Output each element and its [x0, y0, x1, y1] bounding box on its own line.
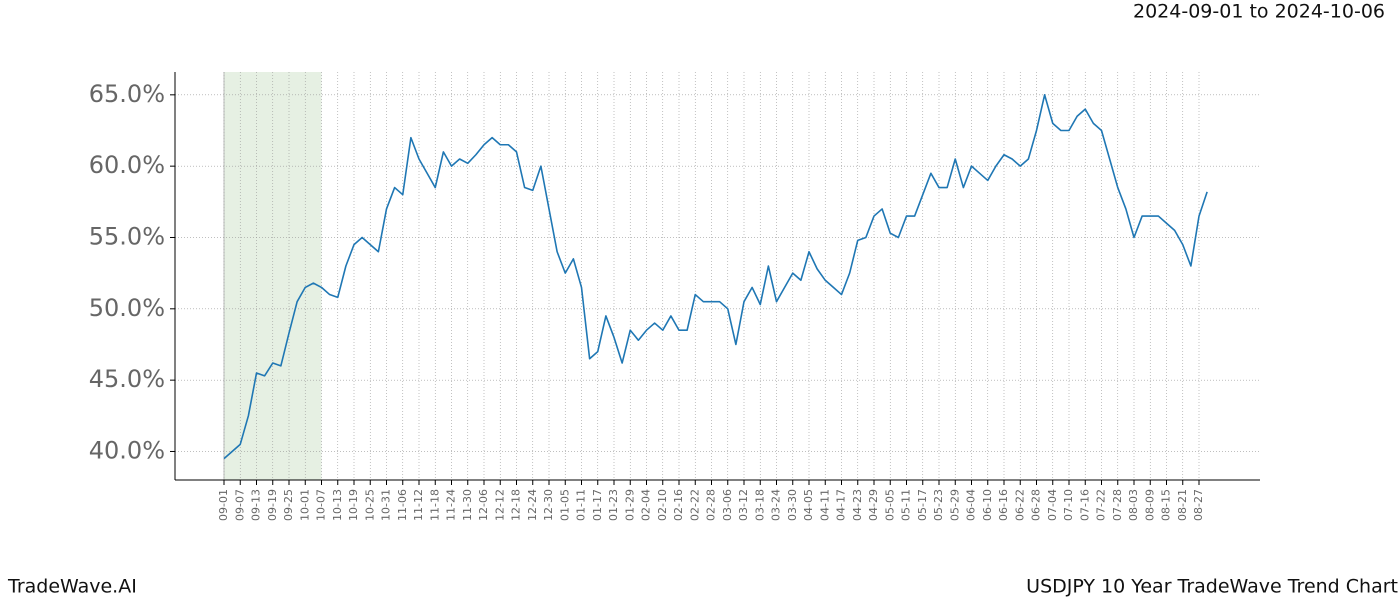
x-tick-label: 08-03: [1127, 489, 1140, 521]
y-tick-label: 50.0%: [89, 294, 165, 322]
x-tick-label: 06-10: [981, 489, 994, 521]
x-tick-label: 12-24: [526, 489, 539, 521]
x-tick-label: 03-24: [770, 489, 783, 521]
x-tick-label: 03-18: [753, 489, 766, 521]
x-tick-label: 03-12: [737, 489, 750, 521]
x-tick-label: 08-27: [1192, 489, 1205, 521]
x-tick-label: 07-10: [1062, 489, 1075, 521]
x-tick-label: 04-05: [802, 489, 815, 521]
x-tick-label: 04-17: [835, 489, 848, 521]
x-tick-label: 11-18: [428, 489, 441, 521]
x-tick-label: 03-30: [786, 489, 799, 521]
x-tick-label: 08-15: [1160, 489, 1173, 521]
x-tick-label: 09-01: [217, 489, 230, 521]
x-tick-label: 08-21: [1176, 489, 1189, 521]
x-tick-label: 11-06: [396, 489, 409, 521]
x-tick-label: 01-05: [558, 489, 571, 521]
y-tick-label: 40.0%: [89, 436, 165, 464]
x-tick-label: 01-23: [607, 489, 620, 521]
x-tick-label: 02-04: [640, 489, 653, 521]
x-tick-label: 12-18: [510, 489, 523, 521]
x-tick-label: 06-22: [1013, 489, 1026, 521]
x-tick-label: 11-12: [412, 489, 425, 521]
x-tick-label: 09-13: [250, 489, 263, 521]
x-tick-label: 02-22: [688, 489, 701, 521]
x-tick-label: 07-22: [1095, 489, 1108, 521]
x-tick-label: 04-23: [851, 489, 864, 521]
x-tick-label: 07-04: [1046, 489, 1059, 521]
x-tick-label: 09-19: [266, 489, 279, 521]
x-tick-label: 12-06: [477, 489, 490, 521]
data-line: [223, 94, 1208, 460]
x-tick-label: 05-11: [900, 489, 913, 521]
x-tick-label: 10-31: [380, 489, 393, 521]
x-tick-label: 05-23: [932, 489, 945, 521]
y-tick-label: 45.0%: [89, 365, 165, 393]
x-tick-label: 09-07: [233, 489, 246, 521]
x-tick-label: 05-29: [948, 489, 961, 521]
x-tick-label: 01-17: [591, 489, 604, 521]
y-tick-label: 60.0%: [89, 151, 165, 179]
date-range: 2024-09-01 to 2024-10-06: [1133, 1, 1385, 23]
x-tick-label: 04-29: [867, 489, 880, 521]
x-tick-label: 12-12: [493, 489, 506, 521]
chart-title: USDJPY 10 Year TradeWave Trend Chart: [1026, 576, 1398, 598]
x-tick-label: 10-25: [363, 489, 376, 521]
brand: TradeWave.AI: [7, 576, 137, 598]
x-tick-label: 06-28: [1030, 489, 1043, 521]
x-tick-label: 04-11: [818, 489, 831, 521]
x-tick-label: 07-28: [1111, 489, 1124, 521]
x-tick-label: 03-06: [721, 489, 734, 521]
y-tick-label: 65.0%: [89, 80, 165, 108]
x-tick-label: 01-29: [623, 489, 636, 521]
x-tick-label: 02-16: [672, 489, 685, 521]
x-tick-label: 10-07: [315, 489, 328, 521]
x-tick-label: 01-11: [575, 489, 588, 521]
x-tick-label: 12-30: [542, 489, 555, 521]
x-tick-label: 02-10: [656, 489, 669, 521]
y-tick-label: 55.0%: [89, 222, 165, 250]
x-tick-label: 11-30: [461, 489, 474, 521]
x-tick-label: 10-01: [298, 489, 311, 521]
x-tick-label: 09-25: [282, 489, 295, 521]
x-tick-label: 02-28: [705, 489, 718, 521]
x-tick-label: 10-19: [347, 489, 360, 521]
x-tick-label: 06-04: [965, 489, 978, 521]
x-tick-label: 05-05: [883, 489, 896, 521]
x-tick-label: 10-13: [331, 489, 344, 521]
x-tick-label: 06-16: [997, 489, 1010, 521]
x-tick-label: 05-17: [916, 489, 929, 521]
x-tick-label: 08-09: [1143, 489, 1156, 521]
x-tick-label: 07-16: [1078, 489, 1091, 521]
x-tick-label: 11-24: [445, 489, 458, 521]
